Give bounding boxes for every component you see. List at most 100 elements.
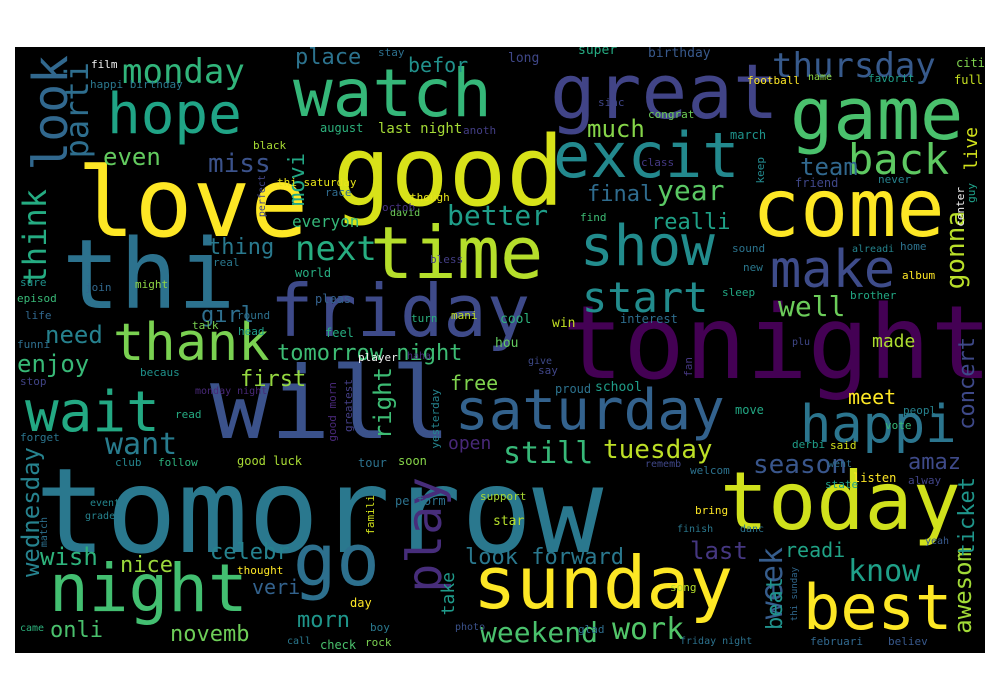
word-cloud-word: said [830,439,857,452]
word-cloud-word: hou [495,336,519,351]
word-cloud-word: proud [555,382,592,396]
word-cloud-word: still [503,436,594,471]
word-cloud-word: find [580,211,607,224]
word-cloud-word: love [77,147,309,259]
word-cloud-word: much [587,115,645,143]
word-cloud-word: will [210,345,451,462]
word-cloud-word: team [800,153,858,181]
word-cloud-word: even [103,143,161,171]
word-cloud-word: song [670,581,697,594]
word-cloud-word: weekend [480,616,599,649]
word-cloud-word: readi [785,538,846,562]
word-cloud-word: game [790,72,964,156]
word-cloud-word: though [410,191,450,204]
word-cloud-word: brother [850,289,897,302]
word-cloud-word: stay [378,47,405,59]
word-cloud-word: life [25,309,52,322]
word-cloud-word: turn [411,312,438,325]
word-cloud-word: veri [252,575,301,599]
word-cloud-word: class [641,156,675,169]
word-cloud-word: school [595,380,642,395]
word-cloud-word: fan [682,357,695,377]
word-cloud-word: watch [293,55,492,132]
word-cloud-word: episod [17,292,57,305]
word-cloud-word: monday [122,52,245,92]
word-cloud-canvas: tomorrow tonight will good love come tod… [15,47,985,653]
word-cloud-word: saturday [455,378,725,443]
word-cloud-word: year [657,174,725,207]
word-cloud-word: take [438,572,459,616]
word-cloud-word: time [370,211,544,295]
word-cloud-word: alway [908,474,942,487]
word-cloud-word: state [825,478,859,491]
word-cloud-word: race [325,186,352,199]
word-cloud-word: thing [208,235,275,260]
word-cloud-word: bless [430,253,464,266]
word-cloud-word: enjoy [17,350,90,378]
word-cloud-word: rememb [645,459,682,470]
word-cloud-word: girl [201,303,254,328]
word-cloud-word: album [902,269,936,282]
word-cloud-word: anoth [463,124,497,137]
word-cloud-word: rock [365,636,392,649]
word-cloud-word: came [20,623,45,634]
word-cloud-word: novemb [170,622,250,647]
word-cloud-word: vote [885,419,912,432]
word-cloud-word: parti [58,62,96,159]
word-cloud-word: work [612,612,685,647]
word-cloud-word: long [508,51,540,66]
word-cloud-word: greatest [342,379,355,432]
word-cloud-word: well [778,290,846,323]
word-cloud-word: win [552,316,576,331]
word-cloud-word: cool [500,312,532,327]
word-cloud-word: never [878,173,912,186]
word-cloud-word: day [350,596,372,610]
word-cloud-word: grade [85,511,116,522]
word-cloud-word: club [115,456,142,469]
word-cloud-word: happi birthday [90,78,183,91]
word-cloud-word: thank [113,313,270,373]
word-cloud-word: monday night [195,386,268,397]
word-cloud-word: went [828,459,853,470]
word-cloud-word: event [90,498,121,509]
word-cloud-word: follow [158,456,198,469]
word-cloud-word: tuesday [603,435,713,465]
word-cloud-word: danc [740,524,765,535]
word-cloud-word: februari [810,635,863,648]
word-cloud-word: listen [853,471,897,485]
word-cloud-word: nice [120,553,173,578]
word-cloud-word: check [320,638,357,652]
word-cloud-word: want [105,427,178,462]
word-cloud-word: becaus [140,366,180,379]
word-cloud-word: tomorrow night [277,341,463,366]
word-cloud-word: funni [17,338,51,351]
word-cloud-word: need [45,321,103,349]
word-cloud-word: thursday [772,47,936,86]
word-cloud-word: name [808,72,833,83]
word-cloud-word: photo [455,622,486,633]
word-cloud-word: place [295,47,362,70]
word-cloud-word: mani [451,309,478,322]
word-cloud-word: celebr [210,540,290,565]
word-cloud-word: meet [848,385,897,409]
word-cloud-word: befor [408,53,469,77]
word-cloud-word: free [450,371,499,395]
word-cloud-word: friday night [680,636,753,647]
word-cloud-word: pleas [315,292,352,306]
word-cloud-word: super [578,47,618,58]
word-cloud-word: alreadi [852,244,895,255]
word-cloud-word: guy [965,183,978,203]
word-cloud-word: welcom [690,464,730,477]
word-cloud-word: believ [888,635,928,648]
word-cloud-word: tonight [562,284,985,403]
word-cloud-word: thi [62,219,236,331]
word-cloud-word: next [295,229,377,269]
word-cloud-word: bring [695,504,729,517]
word-cloud-word: start [582,273,709,322]
word-cloud-word: birthday [648,47,711,61]
word-cloud-word: boy [370,621,390,634]
word-cloud-word: made [872,331,916,352]
word-cloud-word: right [369,367,397,440]
word-cloud-word: final [587,182,654,207]
word-cloud-word: famili [364,495,377,535]
